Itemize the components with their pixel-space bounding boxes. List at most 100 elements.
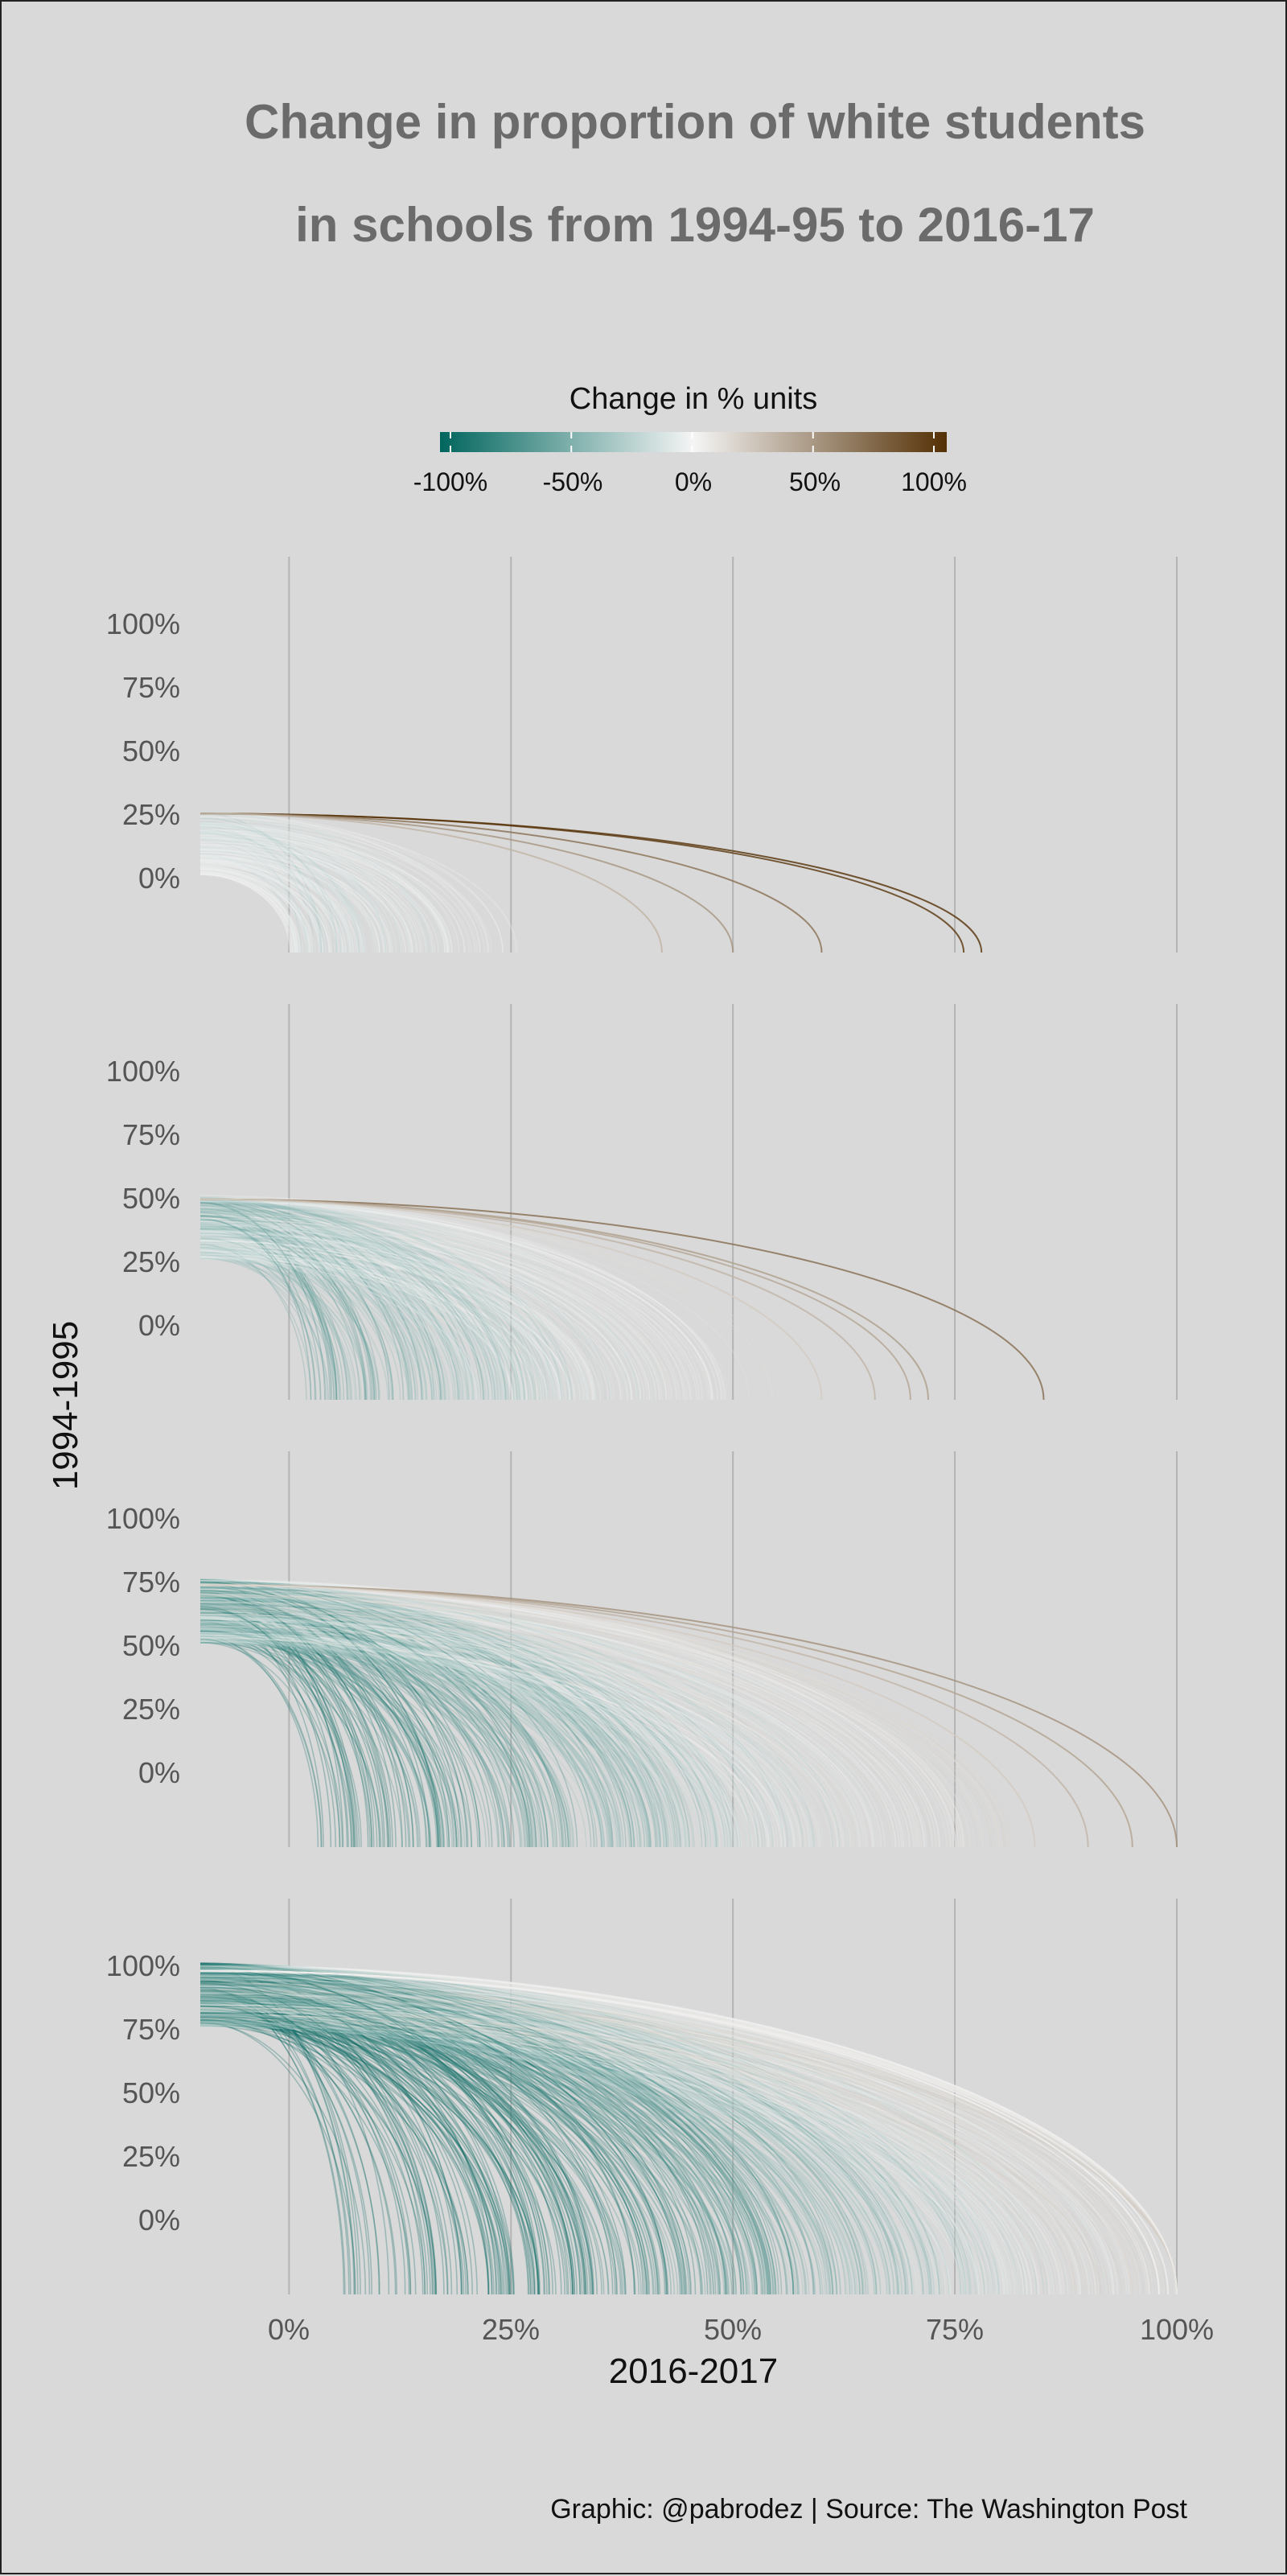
school-arc	[199, 873, 294, 953]
school-arc	[199, 1639, 624, 1848]
school-arc	[199, 1965, 769, 2295]
school-arc	[199, 1225, 504, 1401]
school-arc	[199, 1635, 319, 1848]
school-arc	[199, 1585, 549, 1848]
school-arc	[199, 827, 383, 953]
school-arc	[199, 865, 315, 953]
school-arc	[199, 1996, 945, 2295]
school-arc	[199, 1200, 537, 1401]
school-arc	[199, 1201, 410, 1401]
school-arc	[199, 1625, 418, 1848]
school-arc	[199, 1977, 1178, 2295]
school-arc	[199, 1615, 807, 1848]
school-arc	[199, 1999, 833, 2295]
school-arc	[199, 1965, 742, 2295]
school-arc	[199, 1197, 484, 1401]
school-arc	[199, 1998, 711, 2295]
school-arc	[199, 2009, 587, 2295]
school-arc	[199, 1247, 519, 1401]
school-arc	[199, 1964, 390, 2295]
school-arc	[199, 1210, 484, 1401]
school-arc	[199, 1202, 638, 1401]
school-arc	[199, 1976, 553, 2295]
school-arc	[199, 2002, 616, 2295]
school-arc	[199, 2019, 837, 2295]
school-arc	[199, 1257, 426, 1401]
school-arc	[199, 837, 436, 953]
school-arc	[199, 2023, 851, 2295]
school-arc	[199, 1972, 1019, 2295]
school-arc	[199, 1627, 715, 1848]
school-arc	[199, 1637, 606, 1848]
school-arc	[199, 856, 322, 953]
school-arc	[199, 844, 406, 953]
school-arc	[199, 1971, 913, 2295]
school-arc	[199, 1642, 382, 1848]
school-arc	[199, 1223, 460, 1401]
school-arc	[199, 1978, 1130, 2295]
school-arc	[199, 2015, 1074, 2295]
school-arc	[199, 1640, 731, 1848]
school-arc	[199, 1622, 490, 1848]
school-arc	[199, 1200, 631, 1401]
school-arc	[199, 2011, 720, 2295]
school-arc	[199, 840, 413, 953]
school-arc	[199, 1584, 1089, 1848]
school-arc	[199, 1607, 736, 1848]
school-arc	[199, 1212, 624, 1401]
school-arc	[199, 1233, 377, 1401]
school-arc	[199, 2015, 804, 2295]
school-arc	[199, 1228, 524, 1401]
school-arc	[199, 854, 295, 953]
school-arc	[199, 824, 360, 953]
school-arc	[199, 857, 319, 953]
school-arc	[199, 1639, 735, 1848]
school-arc	[199, 1978, 767, 2295]
school-arc	[199, 2024, 774, 2295]
school-arc	[199, 1630, 428, 1848]
school-arc	[199, 1973, 899, 2295]
school-arc	[199, 1604, 784, 1848]
school-arc	[199, 1994, 943, 2295]
school-arc	[199, 1634, 753, 1848]
school-arc	[199, 843, 364, 953]
school-arc	[199, 1197, 554, 1401]
y-tick-label: 0%	[138, 2204, 180, 2237]
school-arc	[199, 1998, 727, 2295]
school-arc	[199, 2012, 539, 2295]
school-arc	[199, 1985, 772, 2295]
school-arc	[199, 829, 449, 953]
school-arc	[199, 856, 352, 953]
school-arc	[199, 1984, 1178, 2295]
school-arc	[199, 1992, 1015, 2295]
school-arc	[199, 1589, 731, 1848]
school-arc	[199, 1994, 690, 2295]
school-arc	[199, 1588, 1006, 1848]
school-arc	[199, 1976, 586, 2295]
school-arc	[199, 1587, 804, 1848]
school-arc	[199, 1215, 495, 1401]
school-arc	[199, 1228, 348, 1401]
school-arc	[199, 2004, 1001, 2295]
school-arc	[199, 1979, 702, 2295]
school-arc	[199, 1636, 602, 1848]
school-arc	[199, 1620, 336, 1848]
school-arc	[199, 1217, 657, 1401]
school-arc	[199, 2021, 842, 2295]
school-arc	[199, 1984, 996, 2295]
school-arc	[199, 2010, 495, 2295]
school-arc	[199, 2025, 914, 2295]
school-arc	[199, 1631, 450, 1848]
school-arc	[199, 1971, 1159, 2295]
school-arc	[199, 1213, 709, 1401]
school-arc	[199, 2008, 733, 2295]
school-arc	[199, 846, 309, 953]
school-arc	[199, 1602, 695, 1848]
y-tick-label: 100%	[106, 607, 180, 640]
school-arc	[199, 1251, 329, 1401]
school-arc	[199, 2026, 870, 2295]
legend-tick-label: -100%	[413, 467, 488, 496]
school-arc	[199, 1249, 545, 1401]
school-arc	[199, 1241, 498, 1401]
school-arc	[199, 2006, 730, 2295]
